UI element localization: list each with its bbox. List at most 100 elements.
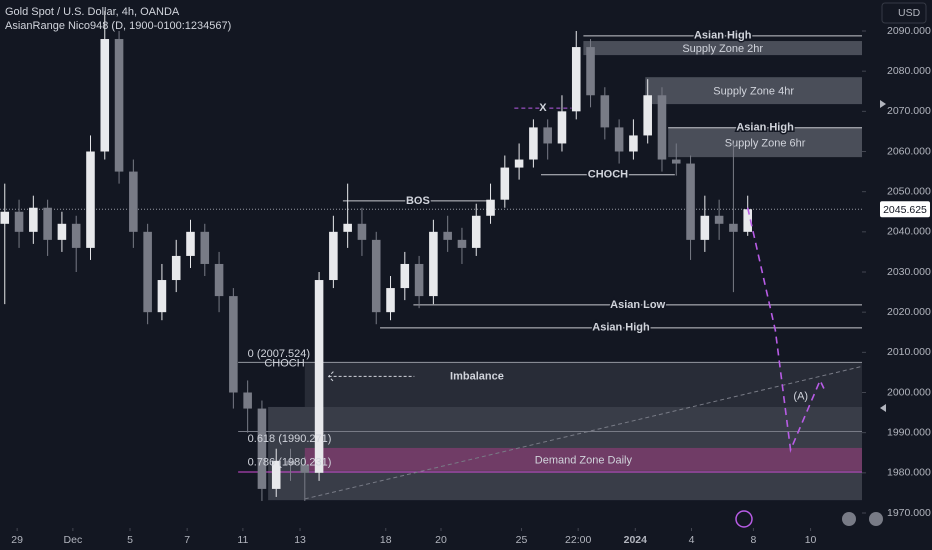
candle-body	[514, 159, 524, 168]
y-tick-label: 2050.000	[887, 185, 931, 197]
candle-body	[686, 163, 695, 240]
plot-area: Supply Zone 2hr Supply Zone 4hr Supply Zon…	[0, 10, 863, 501]
zone	[583, 41, 862, 56]
y-tick-label: 2010.000	[887, 346, 931, 358]
candle-body	[486, 199, 495, 216]
candle-body	[714, 215, 724, 224]
candle-body	[157, 280, 167, 313]
candle-body	[100, 39, 110, 152]
annotation: CHOCH	[264, 357, 304, 369]
candle-body	[614, 127, 624, 152]
y-tick-label: 2020.000	[887, 306, 931, 318]
flag-icon[interactable]	[842, 512, 856, 526]
candle-body	[71, 223, 81, 248]
annotation: 0.618 (1990.271)	[248, 433, 332, 445]
level-label: Asian High	[694, 30, 752, 42]
candle-body	[671, 159, 681, 164]
candle-body	[600, 95, 610, 128]
zone	[304, 447, 862, 471]
candle-body	[386, 288, 395, 313]
chart-title: Gold Spot / U.S. Dollar, 4h, OANDA	[5, 6, 180, 18]
candle-body	[14, 211, 24, 232]
indicator-label: AsianRange Nico948 (D, 1900-0100:1234567…	[5, 20, 231, 32]
x-tick-label: 25	[516, 534, 528, 546]
currency-button[interactable]	[881, 2, 927, 24]
x-tick-label: 20	[435, 534, 447, 546]
x-tick-label: 11	[237, 534, 248, 546]
y-tick-label: 2070.000	[887, 105, 931, 117]
candle-body	[43, 207, 52, 240]
candle-body	[629, 135, 638, 152]
candle-body	[371, 239, 381, 313]
flag-icon[interactable]	[869, 512, 883, 526]
candle-body	[543, 127, 552, 144]
annotation: 0.786 (1980.231)	[248, 456, 332, 468]
x-tick-label: 5	[127, 534, 133, 546]
candle-body	[700, 215, 710, 240]
candle-body	[171, 255, 181, 281]
y-tick-label: 1970.000	[887, 507, 931, 519]
candle-body	[29, 207, 38, 232]
y-tick-label: 2040.000	[887, 226, 931, 238]
candle-body	[743, 209, 752, 232]
y-tick-label: 2080.000	[887, 65, 931, 77]
x-tick-label: 18	[380, 534, 392, 546]
annotation: 0 (2007.524)	[248, 348, 310, 360]
x-tick-label: 4	[689, 534, 695, 546]
x-tick-label: 22:00	[565, 534, 591, 546]
y-tick-label: 1980.000	[887, 467, 931, 479]
candle-body	[729, 223, 738, 232]
candle-body	[200, 231, 210, 264]
x-tick-label: 2024	[624, 534, 648, 546]
imbalance-arrow	[327, 371, 415, 382]
candle-body	[429, 231, 438, 297]
event-icon[interactable]	[735, 510, 753, 528]
y-tick-label: 2030.000	[887, 266, 931, 278]
trendline	[304, 365, 863, 500]
x-tick-label: 13	[294, 534, 306, 546]
candle-body	[400, 263, 410, 289]
annotation: (A)	[793, 390, 808, 402]
candle-body	[114, 39, 124, 172]
candle-body	[657, 95, 667, 160]
zone-label: Supply Zone 4hr	[713, 86, 794, 98]
candle-body	[357, 223, 367, 240]
projection	[746, 207, 825, 453]
candle-body	[557, 111, 567, 144]
candle-body	[286, 460, 295, 465]
x-tick-label: 10	[805, 534, 817, 546]
candle-body	[186, 231, 195, 256]
candle-body	[229, 296, 238, 393]
candle-body	[129, 171, 138, 232]
zone-label: Supply Zone 2hr	[682, 43, 763, 55]
candle-body	[143, 231, 152, 313]
zone-label: Supply Zone 6hr	[725, 137, 806, 149]
candle-body	[243, 392, 252, 409]
x-tick-label: 8	[750, 534, 756, 546]
zone-label: Demand Zone Daily	[535, 454, 633, 466]
y-tick-label: 2060.000	[887, 145, 931, 157]
level-label: X	[539, 102, 547, 114]
zone	[645, 77, 862, 105]
y-tick-label: 2090.000	[887, 25, 931, 37]
candle-body	[300, 464, 310, 473]
candle-body	[529, 127, 538, 160]
annotation: Imbalance	[450, 370, 504, 382]
candle-body	[86, 151, 95, 248]
candle-body	[471, 215, 481, 248]
candle-body	[457, 239, 467, 248]
level-label: BOS	[406, 195, 430, 207]
candle-body	[571, 47, 581, 112]
candle-body	[271, 460, 281, 489]
x-tick-label: Dec	[64, 534, 83, 546]
candle-body	[257, 408, 267, 489]
candle-body	[214, 263, 224, 297]
level-label: CHOCH	[588, 169, 628, 181]
y-tick-label: 2000.000	[887, 386, 931, 398]
last-price-label: 2045.625	[883, 204, 927, 216]
currency-label[interactable]: USD	[898, 7, 921, 19]
level-label: Asian Low	[610, 299, 665, 311]
candle-body	[314, 280, 324, 473]
candle-body	[500, 167, 510, 200]
